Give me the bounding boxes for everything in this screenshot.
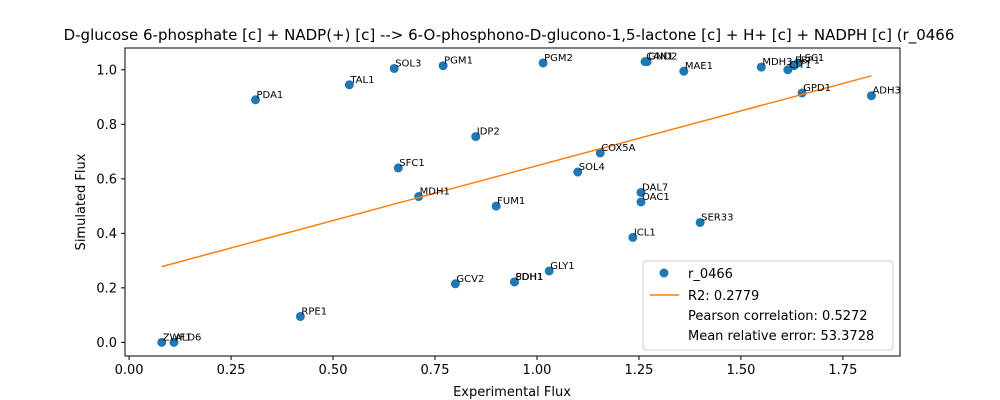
data-point bbox=[393, 163, 403, 173]
x-axis-label: Experimental Flux bbox=[453, 385, 571, 400]
point-label: PDA1 bbox=[257, 90, 284, 101]
data-point bbox=[389, 63, 399, 73]
point-label: PGM1 bbox=[444, 56, 473, 67]
data-point bbox=[491, 201, 501, 211]
regression-line bbox=[161, 75, 872, 268]
x-tick-label: 0.00 bbox=[115, 363, 144, 378]
point-label: IDP2 bbox=[477, 127, 500, 138]
x-tick-label: 0.50 bbox=[319, 363, 348, 378]
y-tick-label: 0.6 bbox=[96, 172, 117, 187]
data-point bbox=[573, 167, 583, 177]
legend-fit-label: R2: 0.2779 bbox=[688, 289, 759, 304]
y-tick-label: 0.4 bbox=[96, 227, 117, 242]
x-tick-label: 0.75 bbox=[421, 363, 450, 378]
x-axis: 0.00 0.25 0.50 0.75 1.00 1.25 1.50 1.75 bbox=[115, 356, 857, 378]
legend: r_0466 R2: 0.2779 Pearson correlation: 0… bbox=[642, 260, 894, 351]
x-tick-label: 0.25 bbox=[217, 363, 246, 378]
data-point bbox=[344, 80, 354, 90]
point-label: DAL7 bbox=[642, 182, 668, 193]
point-label: SOL3 bbox=[395, 58, 421, 69]
data-point bbox=[636, 187, 646, 197]
data-point bbox=[450, 279, 460, 289]
legend-marker-icon bbox=[659, 268, 669, 278]
y-tick-label: 0.0 bbox=[96, 336, 117, 351]
data-point bbox=[295, 311, 305, 321]
legend-pearson-label: Pearson correlation: 0.5272 bbox=[688, 309, 868, 324]
x-tick-label: 1.50 bbox=[726, 363, 755, 378]
chart-title: D-glucose 6-phosphate [c] + NADP(+) [c] … bbox=[64, 26, 955, 45]
point-label: ALD6 bbox=[175, 332, 201, 343]
data-point bbox=[595, 148, 605, 158]
point-label: COX5A bbox=[601, 143, 635, 154]
x-tick-label: 1.00 bbox=[522, 363, 551, 378]
data-point bbox=[438, 61, 448, 71]
data-point bbox=[544, 266, 554, 276]
data-point bbox=[157, 337, 167, 347]
point-label: SFC1 bbox=[399, 158, 424, 169]
data-point bbox=[695, 217, 705, 227]
data-point bbox=[169, 337, 179, 347]
data-point bbox=[636, 197, 646, 207]
y-axis-label: Simulated Flux bbox=[74, 153, 89, 250]
point-label: SER33 bbox=[701, 212, 733, 223]
point-label: GCV2 bbox=[456, 274, 484, 285]
y-tick-label: 0.2 bbox=[96, 281, 117, 296]
axes-frame bbox=[124, 47, 901, 357]
point-label: FBP1 bbox=[795, 56, 820, 67]
point-label: GPD1 bbox=[803, 83, 831, 94]
data-point bbox=[251, 95, 261, 105]
point-label: PDH1 bbox=[516, 272, 544, 283]
point-label: GND2 bbox=[648, 52, 677, 63]
data-point bbox=[756, 62, 766, 72]
point-label: TAL1 bbox=[349, 75, 374, 86]
x-tick-label: 1.25 bbox=[624, 363, 653, 378]
point-label: GLY1 bbox=[550, 261, 574, 272]
point-label: MDH3 bbox=[762, 57, 792, 68]
point-label: RPE1 bbox=[301, 306, 327, 317]
y-axis: 0.0 0.2 0.4 0.6 0.8 1.0 bbox=[96, 63, 125, 351]
data-point bbox=[679, 66, 689, 76]
data-point bbox=[642, 57, 652, 67]
point-label: ZWF1 bbox=[163, 332, 192, 343]
point-label: ADH3 bbox=[872, 86, 900, 97]
data-point bbox=[793, 58, 803, 68]
point-label: SDH1 bbox=[516, 272, 544, 283]
legend-series-label: r_0466 bbox=[688, 267, 733, 282]
data-point bbox=[866, 91, 876, 101]
y-tick-label: 1.0 bbox=[96, 63, 117, 78]
point-label: OAC1 bbox=[642, 192, 670, 203]
x-tick-label: 1.75 bbox=[828, 363, 857, 378]
point-label: PGM2 bbox=[544, 53, 573, 64]
data-point bbox=[538, 58, 548, 68]
legend-box bbox=[642, 260, 894, 351]
data-point bbox=[628, 232, 638, 242]
point-label: CIT1 bbox=[789, 60, 811, 71]
point-label: MDH1 bbox=[420, 187, 450, 198]
y-tick-label: 0.8 bbox=[96, 118, 117, 133]
point-label: MAE1 bbox=[685, 61, 713, 72]
data-point bbox=[510, 277, 520, 287]
point-label: SOL4 bbox=[579, 162, 605, 173]
point-label: CAN1 bbox=[646, 52, 674, 63]
point-label: LSC1 bbox=[799, 53, 824, 64]
legend-error-label: Mean relative error: 53.3728 bbox=[688, 329, 874, 344]
point-label: ICL1 bbox=[634, 227, 656, 238]
data-point bbox=[471, 132, 481, 142]
point-label: FUM1 bbox=[497, 196, 525, 207]
